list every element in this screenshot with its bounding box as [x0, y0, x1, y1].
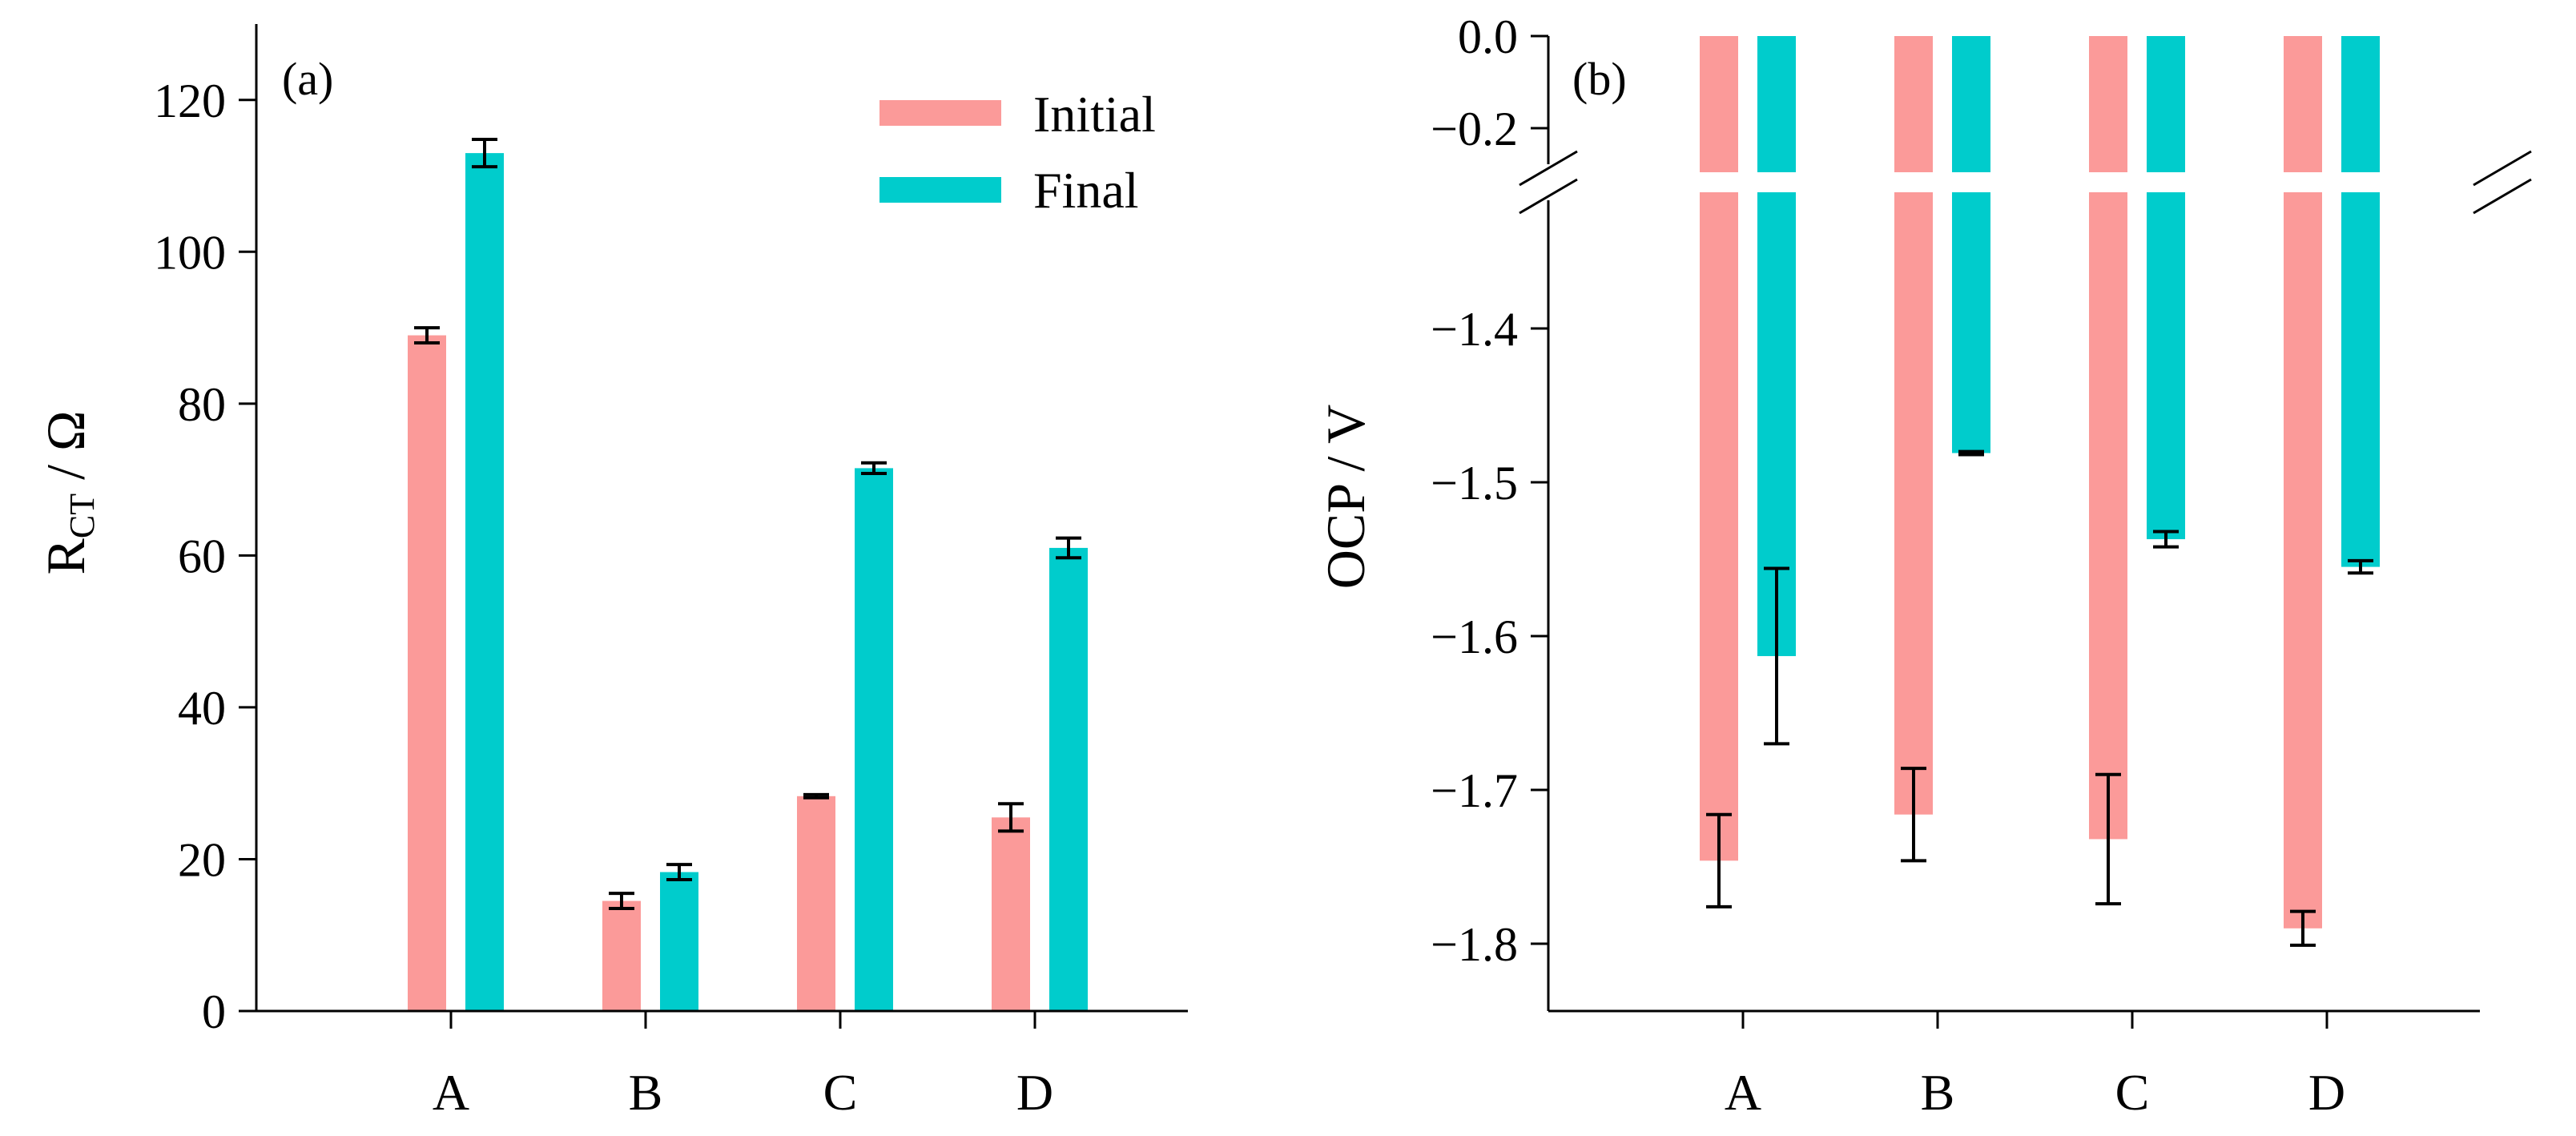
panel-a-plot-area: 0 20 40 60 80 100 120 A B C D [154, 24, 1188, 1121]
panel-a-x-tick-label: C [823, 1064, 858, 1121]
legend-label-initial: Initial [1033, 86, 1156, 143]
axis-break-mark-left [1519, 150, 1578, 215]
bar-final-D [2341, 192, 2380, 567]
panel-b-y-tick-label: −1.7 [1431, 764, 1518, 817]
error-bar-a-initial-B [609, 892, 634, 911]
bar-final-A [465, 153, 504, 1012]
bar-initial-B [1894, 192, 1933, 815]
bar-final-C [855, 468, 893, 1011]
error-bar-b-initial-D [2290, 909, 2316, 947]
error-bar-a-final-D [1056, 536, 1081, 560]
bar-final-D-upper [2341, 36, 2380, 172]
legend-label-final: Final [1033, 162, 1139, 219]
panel-a-rct-chart: (a) RCT / Ω Initial Final 0 20 40 60 80 100 12… [35, 24, 1188, 1121]
bar-final-C-upper [2147, 36, 2185, 172]
error-bar-b-final-D [2348, 558, 2373, 575]
error-bar-a-final-A [472, 138, 497, 169]
bar-final-B-upper [1952, 36, 1990, 172]
panel-b-y-tick-label: −0.2 [1431, 103, 1518, 155]
panel-a-y-axis-title: RCT / Ω [35, 410, 102, 574]
bar-final-B [660, 872, 698, 1011]
bar-initial-C [2089, 192, 2127, 840]
panel-b-x-tick-label: B [1921, 1064, 1955, 1121]
panel-b-y-tick-label: 0.0 [1458, 10, 1518, 63]
bar-initial-D [992, 817, 1030, 1011]
error-bar-b-final-A [1764, 566, 1789, 746]
panel-b-y-axis-title: OCP / V [1315, 405, 1376, 590]
error-bar-b-final-C [2153, 530, 2179, 549]
error-bar-a-initial-A [414, 326, 440, 345]
bar-final-B [1952, 192, 1990, 453]
panel-a-y-tick-label: 80 [178, 378, 226, 431]
panel-a-y-tick-label: 60 [178, 530, 226, 582]
axis-break-slash [2473, 178, 2532, 215]
panel-a-y-tick-label: 120 [154, 75, 226, 127]
panel-b-y-tick-label: −1.5 [1431, 457, 1518, 510]
panel-b-x-tick-label: C [2115, 1064, 2150, 1121]
panel-b-x-tick-label: A [1725, 1064, 1761, 1121]
bar-initial-B [602, 900, 641, 1011]
panel-b-plot-area: 0.0 −0.2 −1.4 −1.5 −1.6 −1.7 −1.8 A B C D [1431, 10, 2532, 1121]
bar-initial-C [797, 796, 835, 1011]
axis-break-slash [1519, 150, 1578, 187]
bar-final-D [1049, 547, 1088, 1011]
axis-break-slash [2473, 150, 2532, 187]
error-bar-b-initial-B [1901, 767, 1926, 863]
panel-a-x-tick-label: B [629, 1064, 663, 1121]
legend-swatch-initial [879, 100, 1001, 126]
panel-b-y-tick-label: −1.6 [1431, 610, 1518, 663]
error-bar-a-initial-C [803, 792, 829, 800]
panel-a-x-tick-label: A [433, 1064, 469, 1121]
bar-final-A-upper [1757, 36, 1796, 172]
error-bar-b-initial-C [2095, 772, 2121, 906]
bar-initial-C-upper [2089, 36, 2127, 172]
bar-initial-B-upper [1894, 36, 1933, 172]
panel-a-label: (a) [282, 53, 333, 105]
panel-a-y-tick-label: 0 [202, 985, 226, 1038]
panel-a-y-tick-label: 40 [178, 682, 226, 735]
axis-break-slash [1519, 178, 1578, 215]
bar-initial-A [1700, 192, 1738, 861]
panel-b-label: (b) [1572, 53, 1627, 105]
bar-initial-D [2284, 192, 2322, 929]
error-bar-a-final-B [666, 863, 692, 882]
panel-b-y-tick-label: −1.8 [1431, 918, 1518, 971]
axis-break-mark-right [2473, 150, 2532, 215]
bar-initial-A [408, 335, 446, 1011]
panel-b-x-tick-label: D [2308, 1064, 2345, 1121]
bar-initial-A-upper [1700, 36, 1738, 172]
bar-final-C [2147, 192, 2185, 540]
panel-a-y-tick-label: 100 [154, 226, 226, 279]
panel-a-x-tick-label: D [1016, 1064, 1053, 1121]
panel-b-y-tick-label: −1.4 [1431, 303, 1518, 356]
legend-swatch-final [879, 177, 1001, 203]
bar-initial-D-upper [2284, 36, 2322, 172]
error-bar-a-initial-D [998, 802, 1024, 833]
panel-a-y-tick-label: 20 [178, 833, 226, 886]
panel-a-legend: Initial Final [879, 86, 1156, 219]
error-bar-b-initial-A [1706, 812, 1732, 908]
error-bar-b-final-B [1958, 449, 1984, 457]
error-bar-a-final-C [861, 461, 887, 476]
panel-b-ocp-chart: (b) OCP / V 0.0 −0.2 −1.4 −1.5 −1.6 −1.7 −1.8 A… [1315, 10, 2532, 1121]
